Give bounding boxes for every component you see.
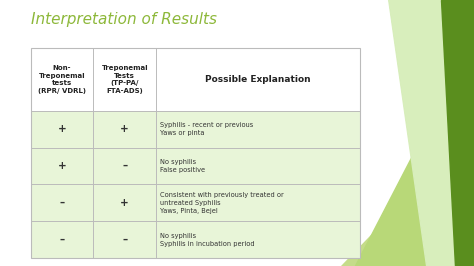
Text: +: + bbox=[58, 124, 66, 134]
Polygon shape bbox=[441, 0, 474, 266]
Text: –: – bbox=[60, 198, 64, 208]
Text: +: + bbox=[58, 161, 66, 171]
Text: +: + bbox=[120, 198, 129, 208]
Text: Consistent with previously treated or
untreated Syphilis
Yaws, Pinta, Bejel: Consistent with previously treated or un… bbox=[160, 192, 283, 214]
Text: +: + bbox=[120, 124, 129, 134]
Polygon shape bbox=[389, 0, 474, 266]
Bar bbox=[31, 185, 360, 221]
Text: –: – bbox=[122, 161, 127, 171]
Text: Non-
Treponemal
tests
(RPR/ VDRL): Non- Treponemal tests (RPR/ VDRL) bbox=[38, 65, 86, 94]
Text: Possible Explanation: Possible Explanation bbox=[205, 75, 311, 84]
Polygon shape bbox=[389, 0, 455, 266]
Bar bbox=[31, 221, 360, 258]
Bar bbox=[31, 148, 360, 185]
Text: Treponemal
Tests
(TP-PA/
FTA-ADS): Treponemal Tests (TP-PA/ FTA-ADS) bbox=[101, 65, 148, 94]
Polygon shape bbox=[356, 120, 431, 266]
Text: No syphilis
Syphilis in incubation period: No syphilis Syphilis in incubation perio… bbox=[160, 233, 255, 247]
Text: Interpretation of Results: Interpretation of Results bbox=[31, 12, 217, 27]
Bar bbox=[31, 48, 360, 258]
Bar bbox=[31, 111, 360, 148]
Text: –: – bbox=[122, 235, 127, 245]
Text: –: – bbox=[60, 235, 64, 245]
Text: No syphilis
False positive: No syphilis False positive bbox=[160, 159, 205, 173]
Text: Syphilis - recent or previous
Yaws or pinta: Syphilis - recent or previous Yaws or pi… bbox=[160, 122, 253, 136]
Polygon shape bbox=[341, 128, 474, 266]
Bar bbox=[31, 48, 360, 111]
